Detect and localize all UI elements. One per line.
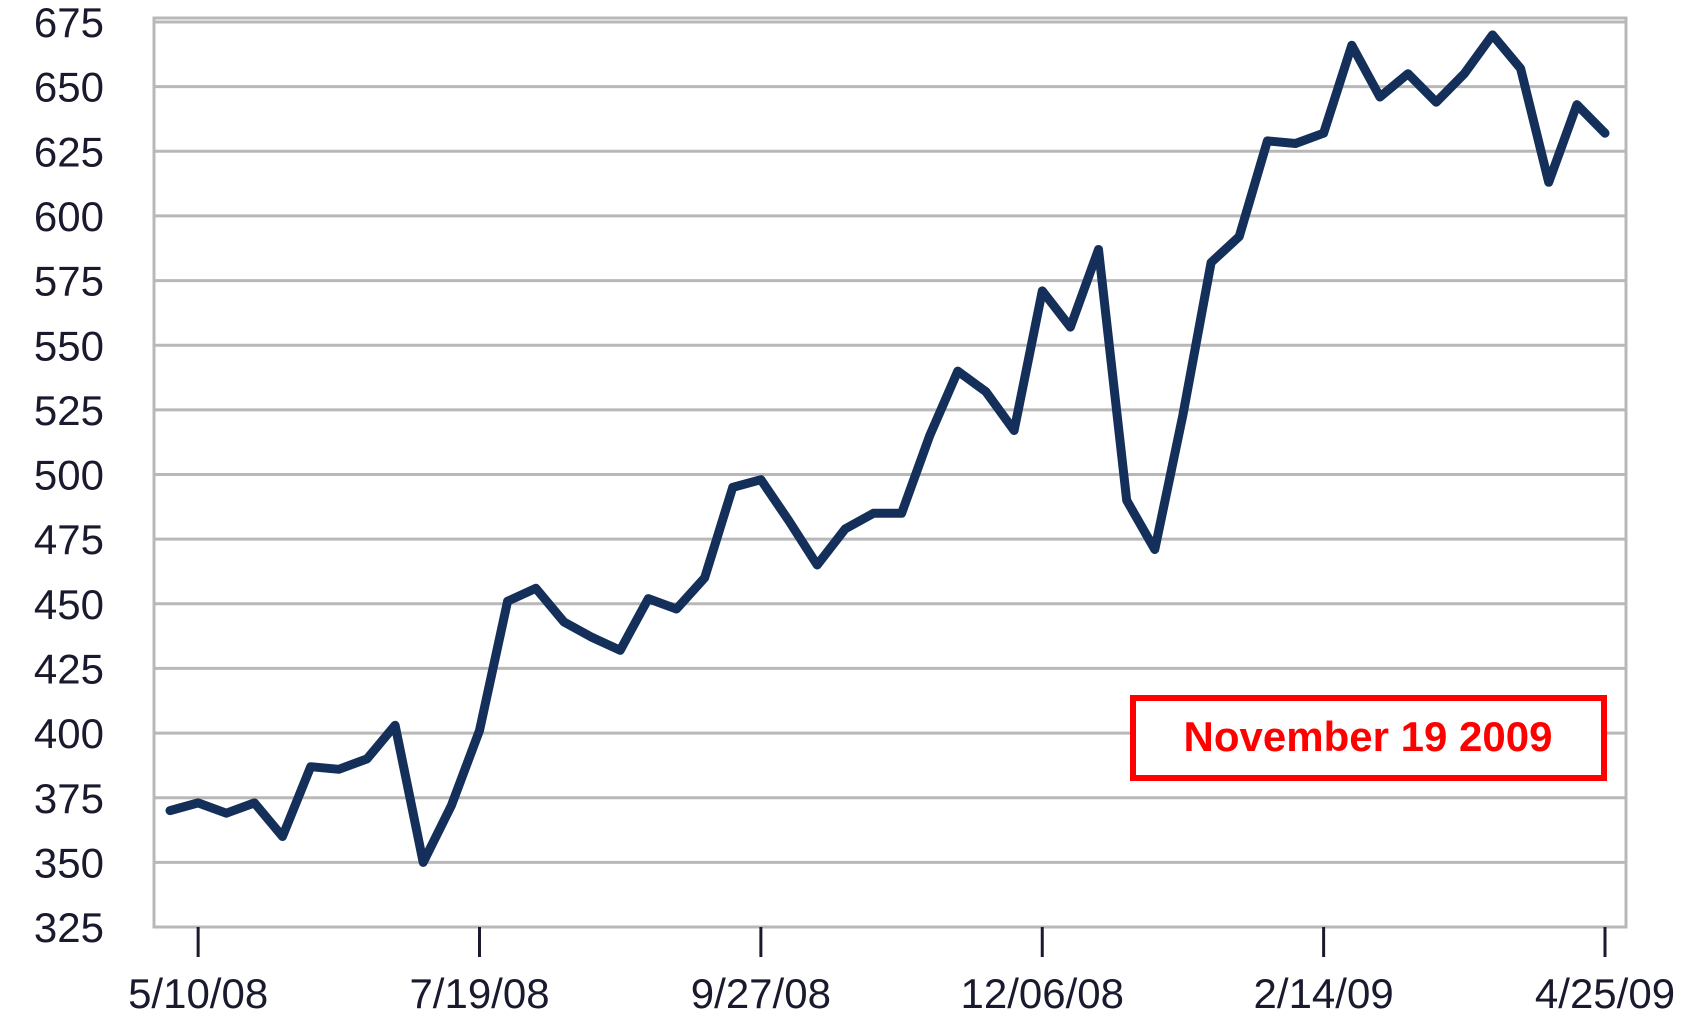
y-tick-label: 600	[34, 193, 104, 240]
annotation: November 19 2009	[1184, 713, 1553, 760]
y-tick-label: 625	[34, 128, 104, 175]
data-line	[165, 30, 1610, 867]
y-tick-label: 450	[34, 581, 104, 628]
y-tick-label: 375	[34, 775, 104, 822]
y-tick-label: 325	[34, 904, 104, 951]
y-tick-label: 500	[34, 452, 104, 499]
x-tick-label: 7/19/08	[409, 970, 549, 1017]
x-tick-label: 2/14/09	[1254, 970, 1394, 1017]
y-tick-label: 400	[34, 710, 104, 757]
y-tick-label: 675	[34, 0, 104, 46]
y-tick-label: 475	[34, 516, 104, 563]
x-tick-label: 5/10/08	[128, 970, 268, 1017]
x-tick-label: 12/06/08	[961, 970, 1125, 1017]
y-tick-label: 525	[34, 387, 104, 434]
plot-area	[152, 16, 1628, 929]
x-tick-label: 4/25/09	[1535, 970, 1675, 1017]
y-tick-label: 350	[34, 839, 104, 886]
x-tick-label: 9/27/08	[691, 970, 831, 1017]
y-tick-label: 575	[34, 258, 104, 305]
annotation-box	[1130, 695, 1607, 781]
y-tick-label: 550	[34, 322, 104, 369]
y-tick-label: 425	[34, 646, 104, 693]
y-tick-label: 650	[34, 64, 104, 111]
